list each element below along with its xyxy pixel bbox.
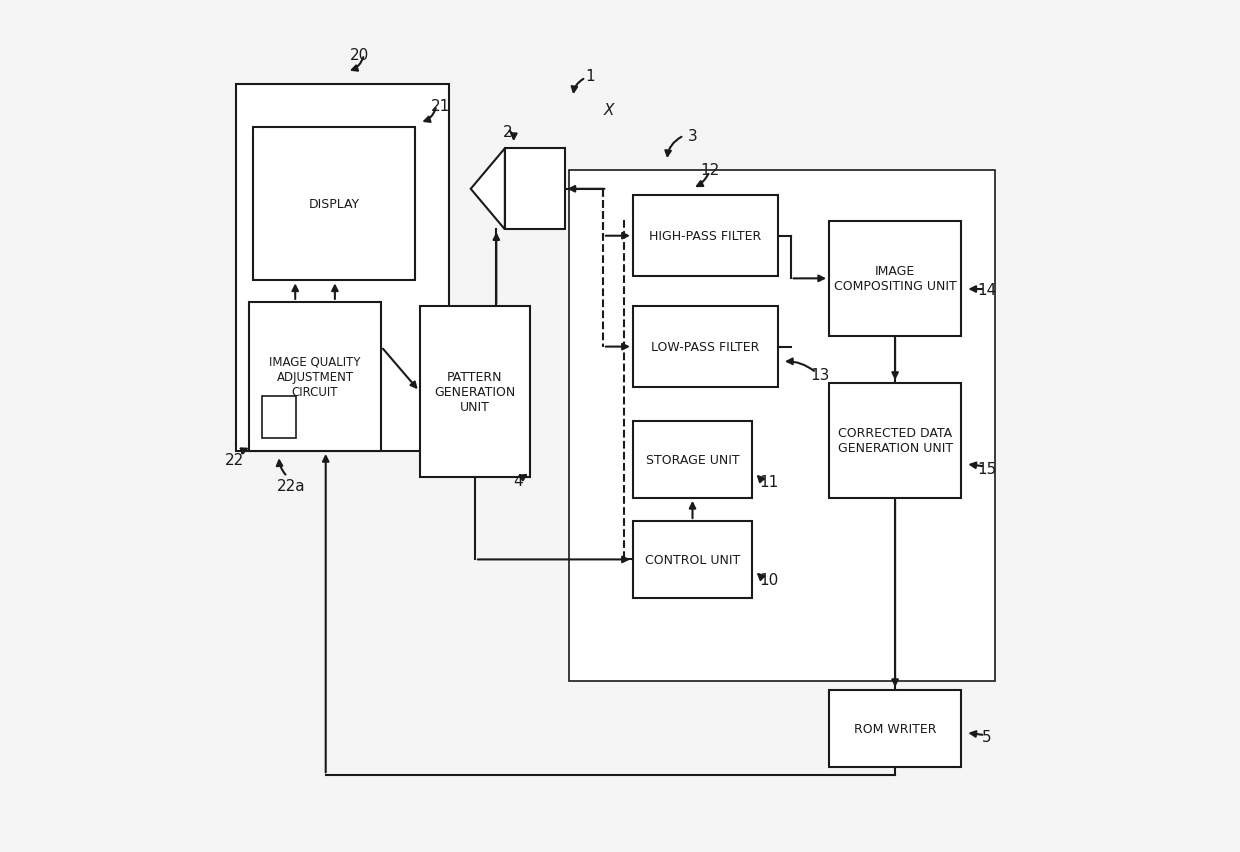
FancyBboxPatch shape xyxy=(632,307,777,388)
Text: 3: 3 xyxy=(688,129,697,144)
Text: CONTROL UNIT: CONTROL UNIT xyxy=(645,553,740,567)
FancyBboxPatch shape xyxy=(253,128,415,281)
FancyBboxPatch shape xyxy=(632,521,753,598)
Text: 22: 22 xyxy=(224,452,244,468)
Text: 10: 10 xyxy=(760,572,779,587)
Text: 4: 4 xyxy=(513,474,522,489)
Text: 12: 12 xyxy=(699,163,719,178)
Polygon shape xyxy=(471,149,505,230)
Text: 21: 21 xyxy=(432,99,450,114)
FancyBboxPatch shape xyxy=(830,690,961,767)
FancyBboxPatch shape xyxy=(569,170,996,682)
Text: 15: 15 xyxy=(977,461,997,476)
FancyBboxPatch shape xyxy=(236,85,449,452)
Text: 5: 5 xyxy=(982,729,992,745)
Text: LOW-PASS FILTER: LOW-PASS FILTER xyxy=(651,341,759,354)
Text: PATTERN
GENERATION
UNIT: PATTERN GENERATION UNIT xyxy=(434,371,516,413)
Text: 1: 1 xyxy=(585,69,595,84)
FancyBboxPatch shape xyxy=(632,196,777,277)
Text: 22a: 22a xyxy=(278,478,306,493)
FancyBboxPatch shape xyxy=(505,149,564,230)
Text: STORAGE UNIT: STORAGE UNIT xyxy=(646,453,739,467)
Text: ROM WRITER: ROM WRITER xyxy=(854,722,936,735)
Text: IMAGE QUALITY
ADJUSTMENT
CIRCUIT: IMAGE QUALITY ADJUSTMENT CIRCUIT xyxy=(269,355,361,399)
FancyBboxPatch shape xyxy=(830,222,961,337)
Text: IMAGE
COMPOSITING UNIT: IMAGE COMPOSITING UNIT xyxy=(833,265,956,293)
Text: 14: 14 xyxy=(977,282,997,297)
Text: 2: 2 xyxy=(502,124,512,140)
FancyBboxPatch shape xyxy=(262,396,296,439)
FancyBboxPatch shape xyxy=(830,383,961,498)
Text: 13: 13 xyxy=(811,367,830,383)
FancyBboxPatch shape xyxy=(632,422,753,498)
Text: 11: 11 xyxy=(760,475,779,490)
Text: CORRECTED DATA
GENERATION UNIT: CORRECTED DATA GENERATION UNIT xyxy=(837,427,952,455)
Text: X: X xyxy=(604,103,614,118)
Text: HIGH-PASS FILTER: HIGH-PASS FILTER xyxy=(650,230,761,243)
Text: DISPLAY: DISPLAY xyxy=(309,198,360,211)
FancyBboxPatch shape xyxy=(419,307,531,477)
Text: 20: 20 xyxy=(350,48,370,63)
FancyBboxPatch shape xyxy=(249,302,381,452)
